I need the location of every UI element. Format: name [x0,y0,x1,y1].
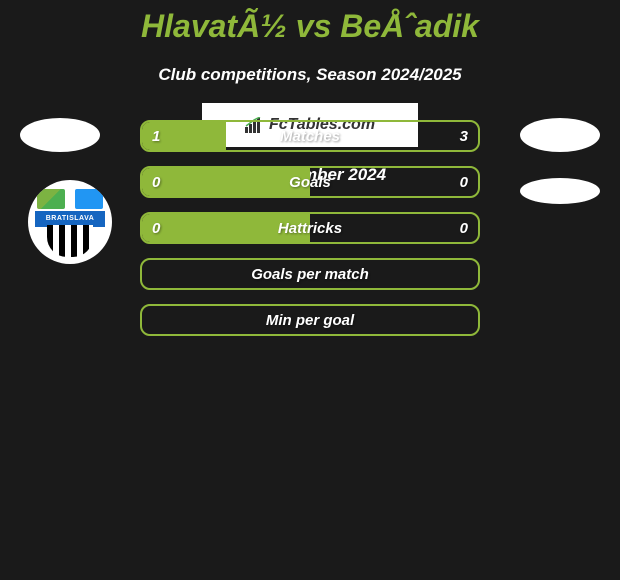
stat-row: Goals per match [140,258,480,290]
stat-label: Min per goal [142,306,478,334]
stat-label: Goals [142,168,478,196]
stats-container: 13Matches 00Goals 00Hattricks Goals per mat… [140,120,480,350]
stat-row: 00Goals [140,166,480,198]
page-title: HlavatÃ½ vs BeÅˆadik [0,0,620,45]
stat-label: Matches [142,122,478,150]
stat-row: Min per goal [140,304,480,336]
page-subtitle: Club competitions, Season 2024/2025 [0,65,620,85]
club-right-badge [520,178,600,204]
stat-label: Hattricks [142,214,478,242]
stat-row: 00Hattricks [140,212,480,244]
player-left-avatar [20,118,100,152]
stat-row: 13Matches [140,120,480,152]
club-left-badge: BRATISLAVA [28,180,112,264]
player-right-avatar [520,118,600,152]
stat-label: Goals per match [142,260,478,288]
